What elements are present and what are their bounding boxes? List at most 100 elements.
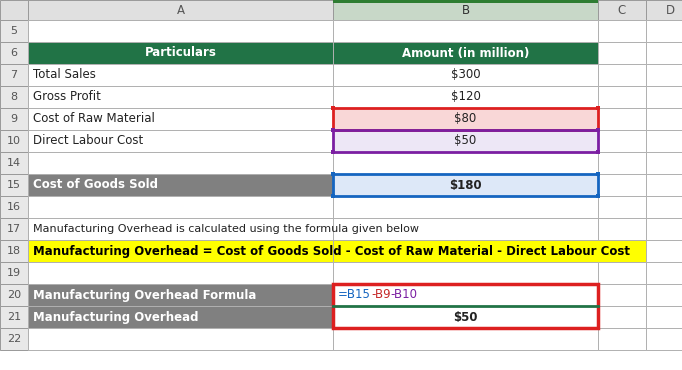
Text: Cost of Raw Material: Cost of Raw Material xyxy=(33,112,155,125)
Bar xyxy=(0,86,28,108)
Bar xyxy=(333,130,598,152)
Bar xyxy=(28,20,333,42)
Text: =B15: =B15 xyxy=(338,289,371,302)
Bar xyxy=(28,306,333,328)
Text: Total Sales: Total Sales xyxy=(33,68,96,81)
Bar xyxy=(596,194,600,198)
Bar xyxy=(0,42,28,64)
Bar xyxy=(646,130,682,152)
Bar xyxy=(28,218,333,240)
Bar xyxy=(0,240,28,262)
Bar xyxy=(598,174,646,196)
Text: $50: $50 xyxy=(454,135,477,148)
Bar xyxy=(598,152,646,174)
Text: D: D xyxy=(666,3,674,17)
Text: Direct Labour Cost: Direct Labour Cost xyxy=(33,135,143,148)
Bar xyxy=(333,196,598,218)
Bar xyxy=(333,284,598,328)
Bar xyxy=(333,130,598,152)
Bar xyxy=(331,128,335,132)
Bar xyxy=(646,284,682,306)
Text: $300: $300 xyxy=(451,68,480,81)
Text: Manufacturing Overhead is calculated using the formula given below: Manufacturing Overhead is calculated usi… xyxy=(33,224,419,234)
Bar xyxy=(596,150,600,154)
Bar xyxy=(0,262,28,284)
Bar xyxy=(598,20,646,42)
Text: $120: $120 xyxy=(451,91,480,104)
Bar xyxy=(646,240,682,262)
Bar xyxy=(598,86,646,108)
Bar xyxy=(333,86,598,108)
Text: Manufacturing Overhead Formula: Manufacturing Overhead Formula xyxy=(33,289,256,302)
Text: Gross Profit: Gross Profit xyxy=(33,91,101,104)
Text: 6: 6 xyxy=(10,48,18,58)
Bar xyxy=(333,284,598,306)
Bar xyxy=(598,328,646,350)
Text: A: A xyxy=(177,3,185,17)
Bar xyxy=(333,152,598,174)
Bar xyxy=(0,196,28,218)
Bar xyxy=(28,262,333,284)
Bar xyxy=(598,262,646,284)
Bar xyxy=(333,108,598,130)
Text: 17: 17 xyxy=(7,224,21,234)
Bar xyxy=(0,328,28,350)
Bar xyxy=(646,218,682,240)
Bar xyxy=(28,64,333,86)
Bar xyxy=(646,42,682,64)
Bar xyxy=(333,42,598,64)
Text: B: B xyxy=(462,3,470,17)
Text: $80: $80 xyxy=(454,112,477,125)
Bar xyxy=(28,86,333,108)
Bar xyxy=(596,128,600,132)
Bar xyxy=(333,174,598,196)
Bar xyxy=(598,0,646,20)
Bar xyxy=(331,150,335,154)
Text: 20: 20 xyxy=(7,290,21,300)
Bar xyxy=(598,130,646,152)
Bar xyxy=(598,306,646,328)
Bar xyxy=(0,152,28,174)
Bar xyxy=(333,328,598,350)
Text: 10: 10 xyxy=(7,136,21,146)
Bar xyxy=(646,108,682,130)
Bar xyxy=(646,86,682,108)
Bar xyxy=(596,128,600,132)
Bar xyxy=(646,328,682,350)
Bar xyxy=(28,108,333,130)
Text: Manufacturing Overhead = Cost of Goods Sold - Cost of Raw Material - Direct Labo: Manufacturing Overhead = Cost of Goods S… xyxy=(33,245,630,258)
Bar xyxy=(28,152,333,174)
Bar xyxy=(646,262,682,284)
Bar xyxy=(28,240,333,262)
Text: $50: $50 xyxy=(454,310,478,323)
Bar xyxy=(0,284,28,306)
Bar xyxy=(333,0,598,3)
Bar xyxy=(646,152,682,174)
Bar xyxy=(598,196,646,218)
Bar xyxy=(598,64,646,86)
Text: Cost of Goods Sold: Cost of Goods Sold xyxy=(33,178,158,192)
Bar xyxy=(0,306,28,328)
Bar xyxy=(331,128,335,132)
Text: 18: 18 xyxy=(7,246,21,256)
Bar xyxy=(333,108,598,130)
Bar xyxy=(596,106,600,110)
Text: -B10: -B10 xyxy=(391,289,417,302)
Bar xyxy=(646,174,682,196)
Bar xyxy=(0,130,28,152)
Bar xyxy=(333,174,598,196)
Bar xyxy=(0,64,28,86)
Text: 21: 21 xyxy=(7,312,21,322)
Bar xyxy=(598,108,646,130)
Text: $180: $180 xyxy=(449,178,481,192)
Bar xyxy=(333,0,598,20)
Bar xyxy=(598,284,646,306)
Text: 7: 7 xyxy=(10,70,18,80)
Bar xyxy=(333,262,598,284)
Text: 8: 8 xyxy=(10,92,18,102)
Bar xyxy=(331,172,335,176)
Bar xyxy=(333,64,598,86)
Text: 22: 22 xyxy=(7,334,21,344)
Bar xyxy=(646,196,682,218)
Text: 16: 16 xyxy=(7,202,21,212)
